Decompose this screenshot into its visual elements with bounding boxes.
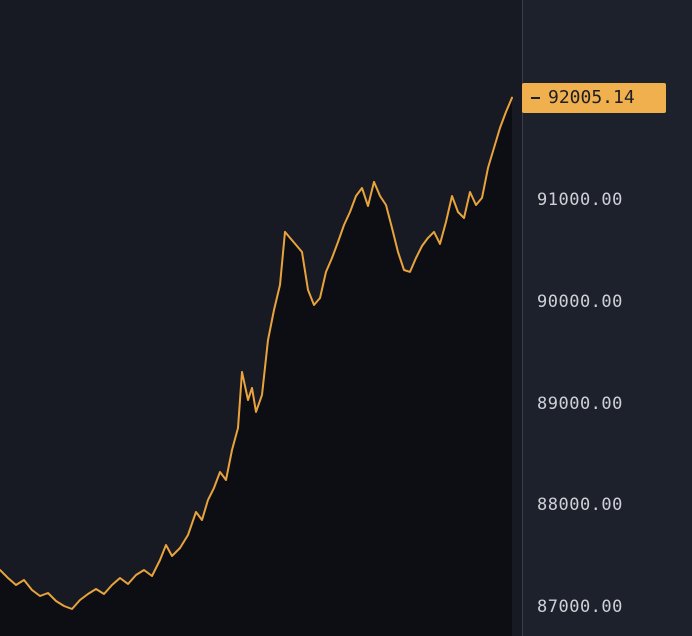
- last-price-badge: 92005.14: [522, 82, 666, 113]
- price-tick-dash-icon: [531, 96, 540, 99]
- last-price-value: 92005.14: [548, 87, 635, 109]
- axis-separator: [522, 0, 523, 636]
- axis-tick-label: 87000.00: [537, 597, 623, 617]
- axis-tick-label: 88000.00: [537, 495, 623, 516]
- axis-tick-label: 90000.00: [537, 291, 623, 312]
- chart-canvas[interactable]: [0, 0, 522, 636]
- axis-tick-label: 91000.00: [537, 190, 623, 210]
- area-fill: [0, 97, 512, 636]
- price-line: [0, 96, 513, 610]
- axis-tick-label: 89000.00: [537, 393, 623, 414]
